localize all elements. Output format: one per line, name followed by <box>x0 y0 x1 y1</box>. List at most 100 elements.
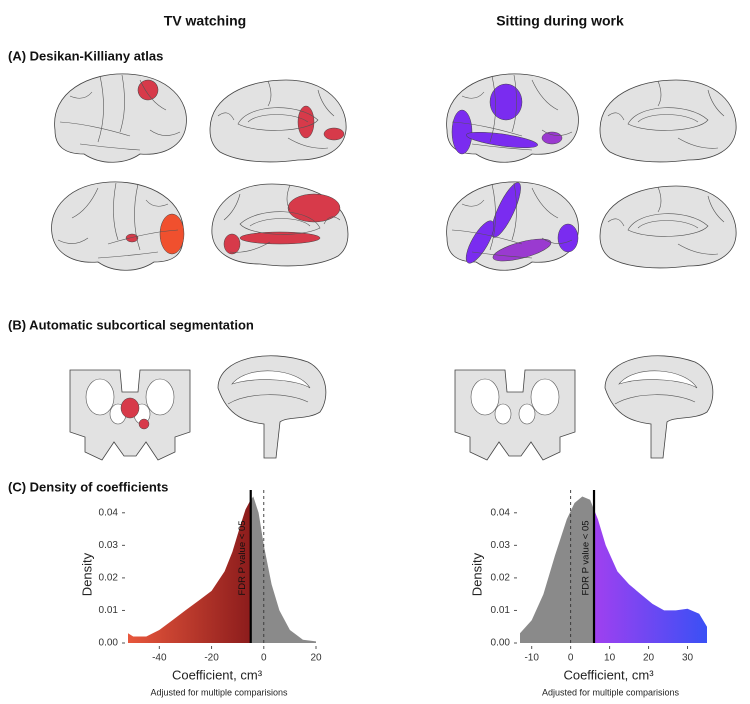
sulcus <box>637 220 699 229</box>
y-tick-label: 0.04 <box>99 507 119 518</box>
brain-region <box>541 131 563 145</box>
sulcus <box>627 107 709 131</box>
structure-highlight <box>138 418 150 430</box>
sulcus <box>119 74 125 133</box>
sulcus <box>71 187 99 219</box>
threshold-label: FDR P value < 05 <box>581 520 592 595</box>
structure <box>494 403 512 425</box>
structure <box>618 370 698 389</box>
sulcus <box>69 91 93 99</box>
structure-highlight <box>120 397 140 419</box>
structure <box>470 378 500 416</box>
threshold-label: FDR P value < 05 <box>237 520 248 595</box>
x-tick-label: 30 <box>682 653 694 664</box>
sulcus <box>239 211 321 235</box>
y-tick-label: 0.03 <box>99 540 119 551</box>
brain-region <box>323 127 345 141</box>
section-title: (A) Desikan-Killiany atlas <box>8 48 163 63</box>
x-axis-label: Coefficient, cm³ <box>563 667 654 682</box>
subcortical-view <box>454 369 576 461</box>
note: Adjusted for multiple comparisions <box>150 687 288 697</box>
x-axis-label: Coefficient, cm³ <box>172 667 263 682</box>
x-tick-label: -10 <box>524 653 539 664</box>
sulcus <box>59 121 131 137</box>
sulcus <box>677 137 719 149</box>
brain-region <box>557 223 579 253</box>
y-axis-label: Density <box>469 552 484 596</box>
brain-region <box>137 79 159 101</box>
sulcus <box>531 79 559 111</box>
brain-outline <box>599 185 737 269</box>
y-tick-label: 0.02 <box>491 573 511 584</box>
sulcus <box>247 114 309 123</box>
density-area <box>128 496 316 643</box>
brain-region <box>489 83 523 121</box>
subcortical-view <box>217 355 327 459</box>
structure <box>530 378 560 416</box>
brain-view <box>51 181 185 271</box>
sulcus <box>657 80 662 107</box>
density-charts: FDR P value < 05 0.00 0.01 0.02 0.03 0.04 -40 -… <box>79 490 707 697</box>
brain-region <box>223 233 241 255</box>
structure <box>85 378 115 416</box>
brain-region <box>125 233 139 243</box>
x-tick-label: 20 <box>643 653 655 664</box>
brain-region <box>287 193 341 223</box>
sulcus <box>707 195 725 223</box>
sulcus <box>489 75 496 143</box>
sulcus <box>511 182 517 241</box>
x-tick-label: 0 <box>568 653 574 664</box>
sulcus <box>113 182 119 241</box>
x-tick-label: 10 <box>604 653 616 664</box>
y-tick-label: 0.01 <box>491 605 511 616</box>
structure <box>227 394 309 405</box>
sulcus <box>286 184 291 211</box>
sulcus <box>287 137 329 149</box>
sulcus <box>229 241 271 253</box>
sulcus <box>79 143 141 151</box>
sulcus <box>323 216 341 225</box>
x-tick-label: -20 <box>204 653 219 664</box>
note: Adjusted for multiple comparisions <box>542 687 680 697</box>
sulcus <box>237 107 319 131</box>
sulcus <box>223 193 241 221</box>
sulcus <box>461 91 485 99</box>
brain-region <box>451 109 473 155</box>
x-tick-label: 20 <box>310 653 322 664</box>
sulcus <box>451 121 523 137</box>
x-tick-label: 0 <box>261 653 267 664</box>
sulcus <box>541 129 573 136</box>
sulcus <box>149 129 181 136</box>
sulcus <box>217 112 235 121</box>
y-tick-label: 0.04 <box>491 507 511 518</box>
brain-view <box>446 181 579 271</box>
sulcus <box>607 112 625 121</box>
sulcus <box>471 251 533 259</box>
column-title: TV watching <box>164 13 246 29</box>
sulcus <box>139 79 167 111</box>
sulcus <box>97 75 104 143</box>
sulcus <box>707 89 725 117</box>
sulcus <box>461 199 485 207</box>
section-title: (B) Automatic subcortical segmentation <box>8 317 254 332</box>
sulcus <box>607 218 625 227</box>
sulcus <box>657 186 662 213</box>
sulcus <box>451 229 523 245</box>
sulcus <box>531 187 559 219</box>
sulcus <box>471 143 533 151</box>
sulcus <box>145 199 169 207</box>
brain-view <box>54 73 187 163</box>
section-title: (C) Density of coefficients <box>8 479 168 494</box>
sulcus <box>489 183 496 251</box>
y-tick-label: 0.02 <box>99 573 119 584</box>
subcortical-view <box>69 369 191 461</box>
sulcus <box>134 183 141 251</box>
brain-view <box>209 79 347 163</box>
sulcus <box>317 89 335 117</box>
sulcus <box>249 218 311 227</box>
x-tick-label: -40 <box>152 653 167 664</box>
brain-region <box>297 105 315 139</box>
sulcus <box>511 74 517 133</box>
brain-view <box>446 73 579 163</box>
brain-outline <box>54 73 187 163</box>
